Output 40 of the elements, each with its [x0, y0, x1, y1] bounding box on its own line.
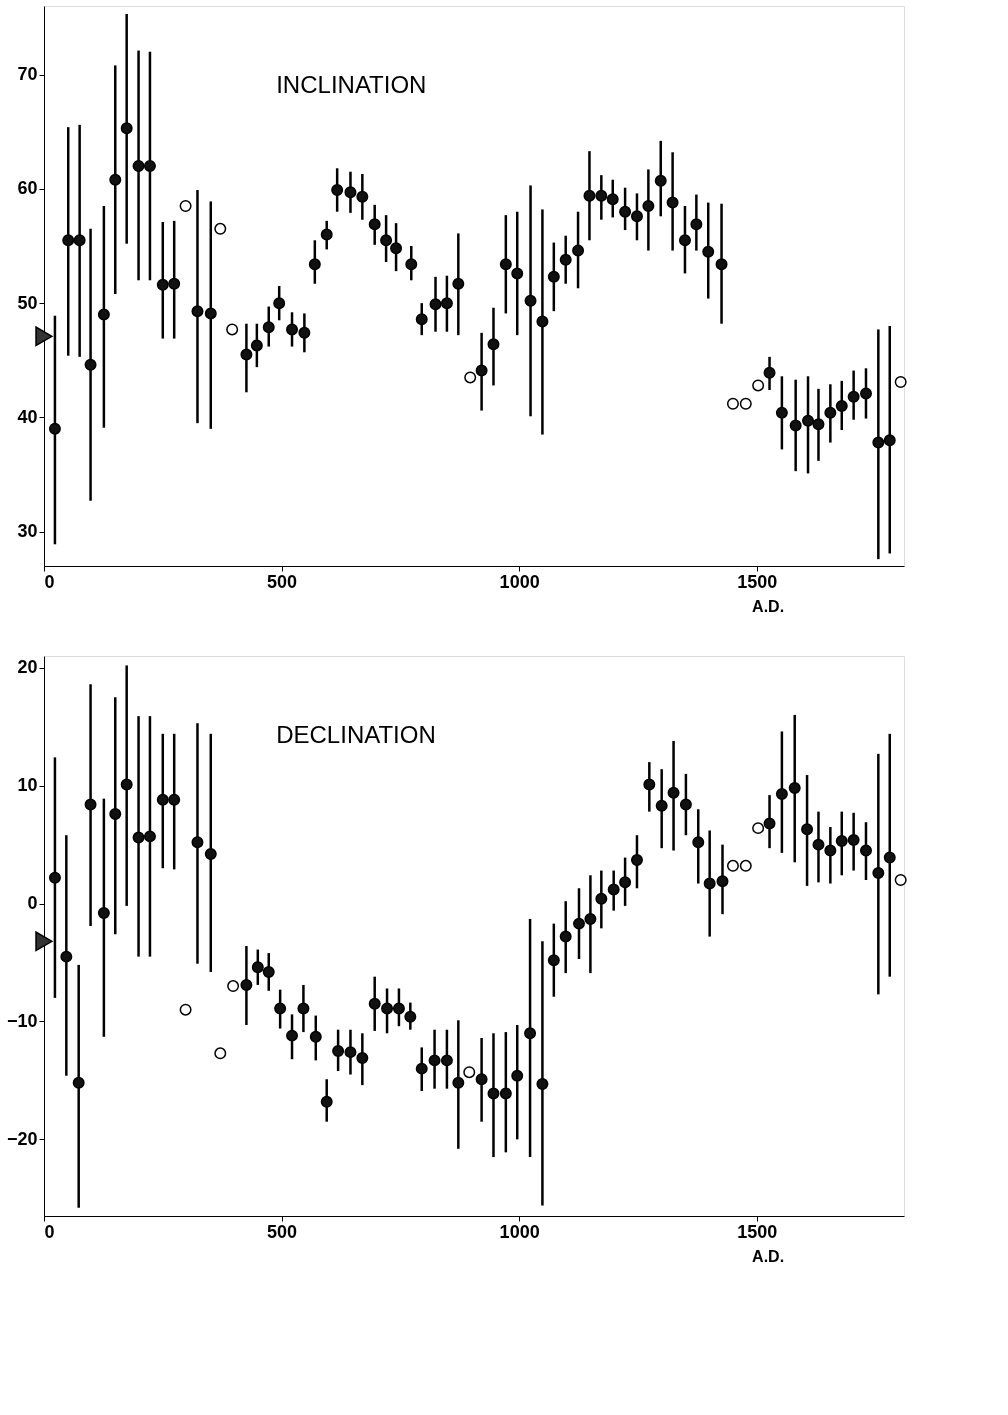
x-tick-label: 1500	[737, 571, 778, 592]
point	[35, 931, 53, 952]
x-tick-label: 1000	[499, 1221, 540, 1242]
x-tick-label: 500	[267, 1221, 298, 1242]
point	[463, 1066, 476, 1079]
y-tick-label: 20	[17, 657, 38, 678]
x-axis-title: A.D.	[752, 597, 785, 615]
y-tick-label: 60	[17, 178, 38, 199]
y-tick-label: −20	[6, 1128, 38, 1149]
point	[179, 1003, 192, 1016]
y-tick-label: 50	[17, 292, 38, 313]
point	[752, 379, 765, 392]
point	[739, 859, 752, 872]
text: DECLINATION	[276, 721, 436, 748]
y-tick-label: 40	[17, 406, 38, 427]
x-tick-label: 1500	[737, 1221, 778, 1242]
point	[179, 200, 192, 212]
point	[227, 980, 240, 993]
x-tick-label: 0	[44, 1221, 55, 1242]
point	[214, 1047, 227, 1060]
x-tick-label: 500	[267, 571, 298, 592]
y-tick-label: 70	[17, 64, 38, 85]
x-tick-label: 1000	[499, 571, 540, 592]
point	[894, 874, 907, 886]
point	[752, 822, 765, 835]
y-tick-label: −10	[6, 1010, 38, 1031]
x-tick-label: 0	[44, 571, 55, 592]
y-tick-label: 30	[17, 521, 38, 542]
point	[726, 397, 739, 410]
point	[226, 323, 239, 336]
point	[464, 371, 477, 384]
point	[894, 376, 907, 388]
x-axis-title: A.D.	[752, 1247, 785, 1265]
point	[214, 222, 227, 235]
y-tick-label: 0	[27, 893, 38, 914]
point	[739, 397, 752, 410]
y-tick-label: 10	[17, 775, 38, 796]
point	[726, 859, 739, 872]
point	[35, 326, 53, 347]
text: INCLINATION	[276, 71, 427, 98]
